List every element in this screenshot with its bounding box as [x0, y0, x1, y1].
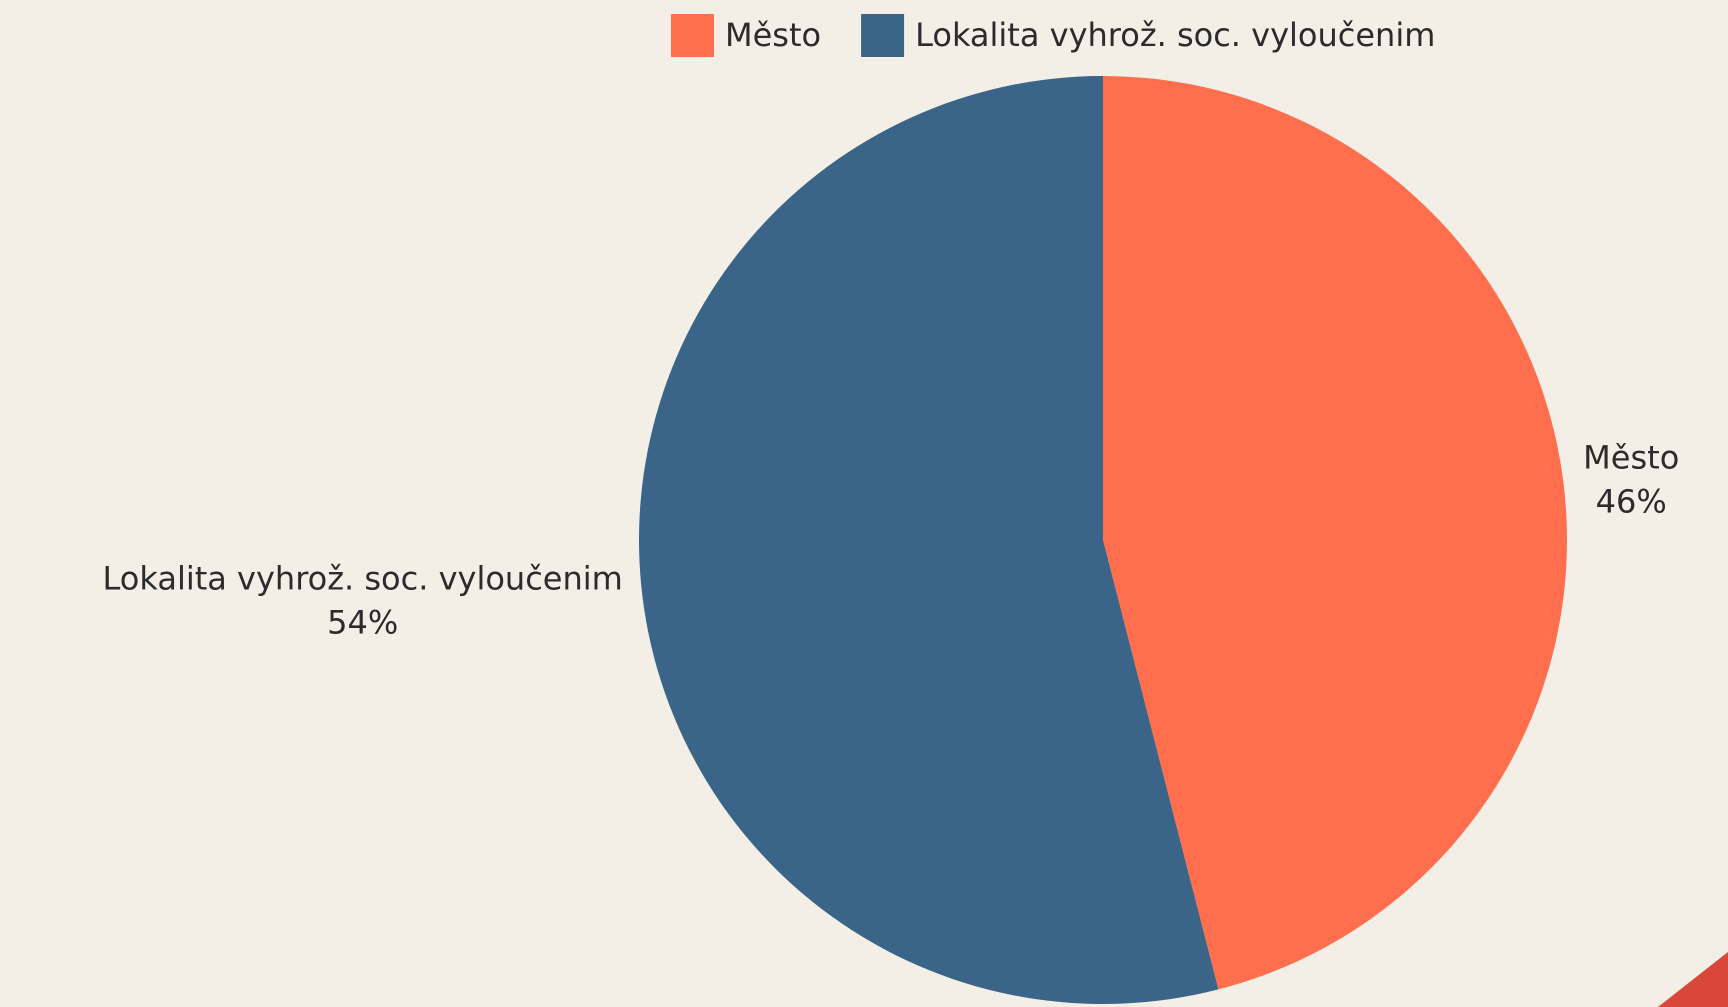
data-label-value: 46% — [1596, 482, 1667, 520]
data-labels: Město 46% Lokalita vyhrož. soc. vyloučenim… — [103, 438, 1680, 641]
data-label-name: Město — [1583, 438, 1679, 476]
corner-decoration — [1658, 952, 1728, 1007]
legend-label: Lokalita vyhrož. soc. vyloučenim — [915, 16, 1435, 54]
data-label-name: Lokalita vyhrož. soc. vyloučenim — [103, 560, 623, 598]
data-label-value: 54% — [327, 604, 398, 642]
pie-slice — [638, 76, 1219, 1004]
legend: Město Lokalita vyhrož. soc. vyloučenim — [671, 14, 1435, 57]
pie-slice — [1103, 76, 1567, 990]
legend-swatch — [671, 14, 714, 57]
legend-label: Město — [725, 16, 821, 54]
legend-swatch — [861, 14, 905, 57]
pie — [638, 76, 1567, 1004]
